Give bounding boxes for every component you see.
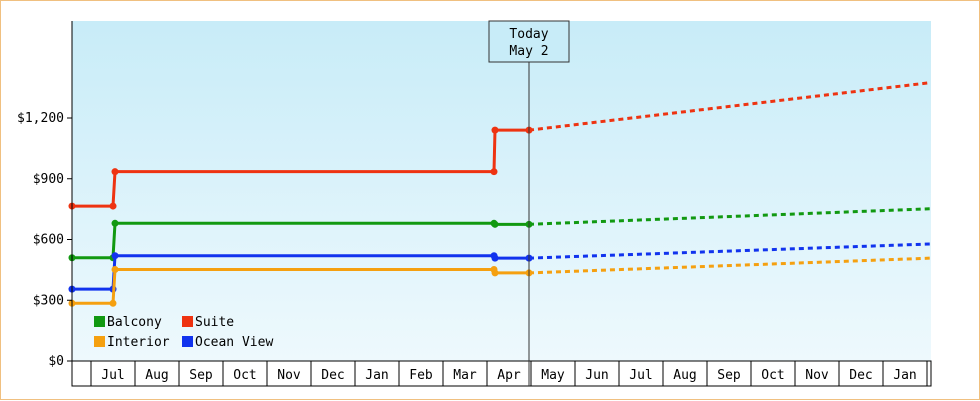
x-month-label: Aug [673, 368, 696, 383]
x-month-label: Feb [409, 368, 433, 383]
series-point-suite [111, 168, 119, 176]
series-forecast-interior [528, 256, 932, 275]
y-tick-label: $900 [33, 172, 64, 187]
x-month-label: Nov [805, 368, 829, 383]
series-point-interior [109, 299, 117, 307]
legend-swatch [94, 336, 105, 347]
x-month-label: Mar [453, 368, 477, 383]
series-point-balcony [111, 219, 119, 227]
x-month-label: Dec [321, 368, 344, 383]
y-tick-label: $600 [33, 233, 64, 248]
x-month-label: Oct [233, 368, 256, 383]
x-month-label: Apr [497, 368, 521, 383]
x-month-label: Jul [101, 368, 124, 383]
x-month-label: Sep [189, 368, 213, 383]
today-box [488, 20, 570, 63]
x-month-label: Jun [585, 368, 608, 383]
legend-label: Ocean View [195, 335, 273, 350]
series-line-ocean-view [72, 254, 529, 291]
x-month-label: Sep [717, 368, 741, 383]
series-layer [68, 81, 932, 307]
plot-area [72, 21, 931, 361]
legend-label: Interior [107, 335, 170, 350]
series-point-suite [491, 126, 499, 134]
series-point-balcony [491, 220, 499, 228]
x-month-label: Jan [893, 368, 916, 383]
x-month-label: Oct [761, 368, 784, 383]
x-month-label: Nov [277, 368, 301, 383]
legend: Balcony Suite Interior Ocean View [94, 315, 273, 350]
legend-swatch [94, 316, 105, 327]
series-point-ocean-view [491, 254, 499, 262]
today-marker: Today May 2 [488, 20, 570, 386]
series-point-interior [111, 265, 119, 273]
y-tick-label: $0 [48, 354, 64, 369]
x-month-label: Aug [145, 368, 168, 383]
x-axis-band [71, 360, 932, 387]
x-month-label: Dec [849, 368, 872, 383]
today-label: Today [509, 27, 548, 42]
legend-label: Balcony [107, 315, 162, 330]
x-month-label: Jan [365, 368, 388, 383]
y-tick-label: $1,200 [17, 111, 64, 126]
axes-layer: $0 $300 $600 $900 $1,200 Jul Aug Sep Oct Nov Dec Ja… [17, 21, 932, 387]
legend-swatch [182, 336, 193, 347]
series-line-balcony [72, 221, 529, 260]
series-point-interior [491, 269, 499, 277]
series-line-suite [72, 128, 529, 208]
today-date: May 2 [509, 44, 548, 59]
series-forecast-suite [528, 81, 932, 132]
x-month-label: May [541, 368, 565, 383]
series-line-interior [72, 267, 529, 305]
y-tick-label: $300 [33, 293, 64, 308]
legend-swatch [182, 316, 193, 327]
series-point-ocean-view [111, 252, 119, 260]
x-month-label: Jul [629, 368, 652, 383]
series-forecast-balcony [528, 207, 932, 226]
series-point-suite [109, 202, 117, 210]
legend-label: Suite [195, 315, 234, 330]
series-point-suite [490, 168, 498, 176]
series-forecast-ocean-view [528, 242, 932, 260]
